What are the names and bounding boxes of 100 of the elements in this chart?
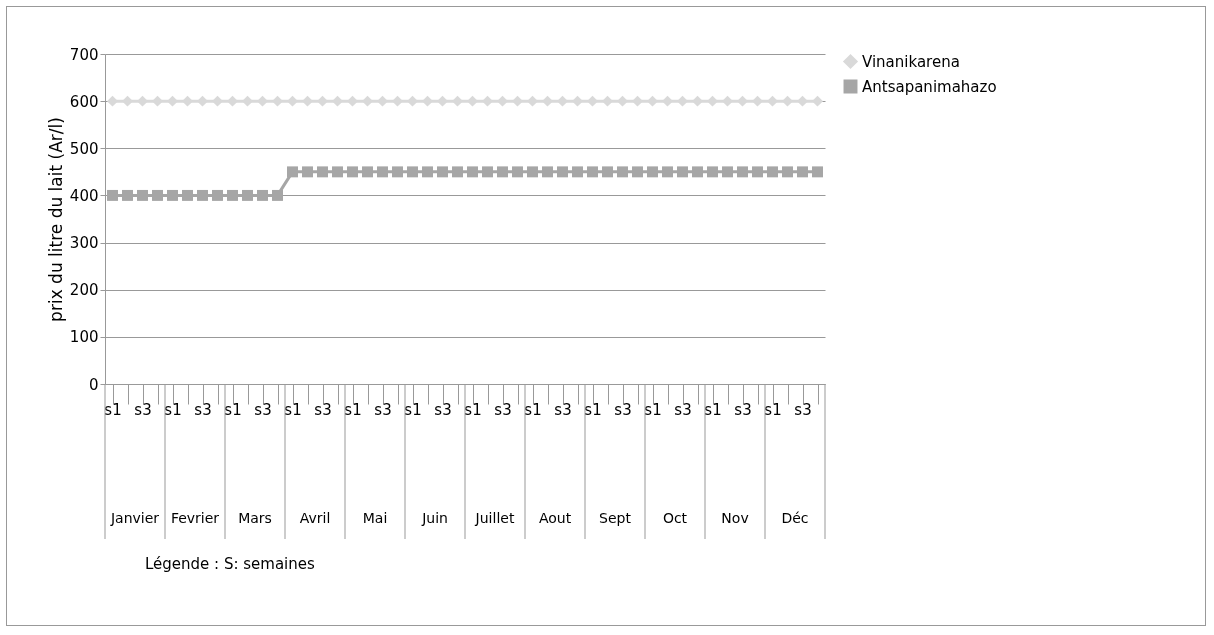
point — [707, 95, 718, 107]
point — [167, 95, 178, 107]
point — [122, 95, 133, 107]
x-tick-label: s1 — [764, 400, 782, 419]
point — [272, 95, 283, 107]
point — [422, 95, 433, 107]
text: Déc — [781, 510, 809, 526]
point — [662, 166, 673, 178]
point — [572, 166, 583, 178]
point — [452, 166, 463, 178]
point — [527, 166, 538, 178]
point — [347, 95, 358, 107]
point — [302, 166, 313, 178]
point — [317, 166, 328, 178]
text: Mai — [362, 510, 388, 526]
text: Fevrier — [170, 510, 220, 526]
point — [647, 95, 658, 107]
y-axis-title: prix du litre du lait (Ar/l) — [45, 117, 66, 322]
point — [197, 95, 208, 107]
point — [617, 166, 628, 178]
point — [767, 166, 778, 178]
x-tick-label: s3 — [734, 400, 752, 419]
point — [737, 95, 748, 107]
point — [212, 189, 223, 201]
text: Aout — [538, 510, 572, 526]
point — [182, 95, 193, 107]
x-tick-label: s1 — [464, 400, 482, 419]
point — [137, 189, 148, 201]
point — [107, 189, 118, 201]
x-tick-label: s3 — [374, 400, 392, 419]
point — [722, 166, 733, 178]
point — [677, 166, 688, 178]
point — [302, 95, 313, 107]
point — [482, 95, 493, 107]
point — [287, 166, 298, 178]
point — [392, 95, 403, 107]
point — [812, 95, 823, 107]
x-tick-label: s1 — [284, 400, 302, 419]
x-tick-label: s1 — [164, 400, 182, 419]
point — [512, 95, 523, 107]
point — [692, 166, 703, 178]
point — [257, 95, 268, 107]
point — [767, 95, 778, 107]
x-tick-label: s3 — [674, 400, 692, 419]
point — [737, 166, 748, 178]
point — [812, 166, 823, 178]
point — [692, 95, 703, 107]
x-tick-label: s3 — [494, 400, 512, 419]
y-tick-label: 700 — [69, 45, 99, 64]
x-tick-label: s1 — [224, 400, 242, 419]
point — [437, 95, 448, 107]
y-tick-label: 600 — [69, 92, 99, 111]
x-tick-label: s1 — [584, 400, 602, 419]
point — [137, 95, 148, 107]
point — [752, 95, 763, 107]
point — [467, 166, 478, 178]
point — [407, 166, 418, 178]
point — [227, 189, 238, 201]
point — [437, 166, 448, 178]
text: Nov — [721, 510, 749, 526]
point — [362, 95, 373, 107]
point — [152, 189, 163, 201]
point — [632, 166, 643, 178]
point — [782, 166, 793, 178]
y-tick-label: 0 — [88, 375, 99, 394]
point — [797, 166, 808, 178]
point — [317, 95, 328, 107]
point — [332, 95, 343, 107]
x-tick-label: s1 — [524, 400, 542, 419]
point — [662, 95, 673, 107]
x-tick-label: s1 — [344, 400, 362, 419]
point — [422, 166, 433, 178]
point — [212, 95, 223, 107]
text: Légende : S: semaines — [145, 555, 316, 573]
x-tick-label: s3 — [194, 400, 212, 419]
point — [182, 189, 193, 201]
x-tick-label: s3 — [434, 400, 452, 419]
x-tick-label: s1 — [704, 400, 722, 419]
point — [542, 95, 553, 107]
point — [242, 189, 253, 201]
point — [392, 166, 403, 178]
point — [782, 95, 793, 107]
point — [497, 95, 508, 107]
point — [632, 95, 643, 107]
point — [287, 95, 298, 107]
point — [647, 166, 658, 178]
y-tick-label: 300 — [69, 234, 99, 253]
y-tick-label: 400 — [69, 186, 99, 205]
point — [347, 166, 358, 178]
text: Mars — [238, 510, 272, 526]
point — [407, 95, 418, 107]
x-tick-label: s3 — [554, 400, 572, 419]
legend-label: Vinanikarena — [862, 52, 960, 71]
x-tick-label: s1 — [104, 400, 122, 419]
y-tick-label: 500 — [69, 139, 99, 158]
text: Avril — [299, 510, 331, 526]
point — [722, 95, 733, 107]
point — [617, 95, 628, 107]
legend-label: Antsapanimahazo — [862, 77, 997, 96]
x-tick-label: s3 — [254, 400, 272, 419]
